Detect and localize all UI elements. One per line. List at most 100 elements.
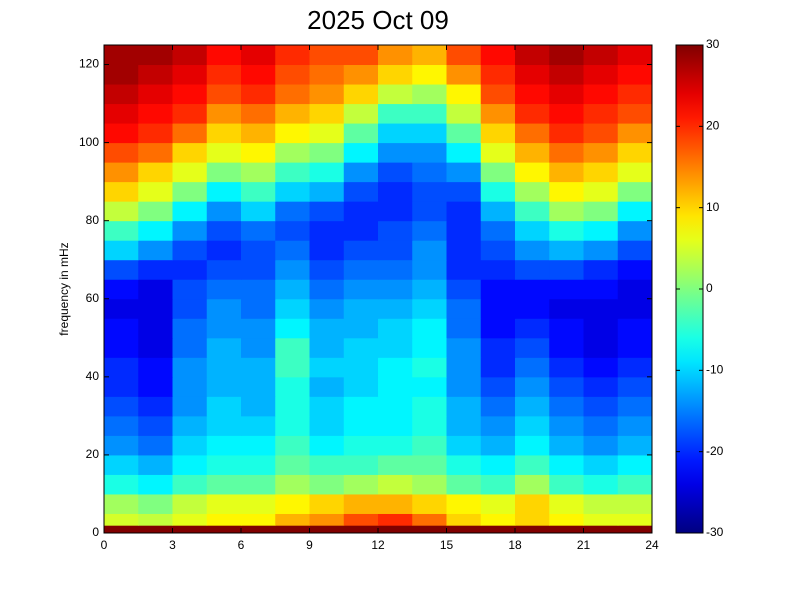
- heatmap-cell: [378, 525, 413, 534]
- heatmap-cell: [378, 415, 413, 436]
- colorbar-tick-label: 0: [706, 281, 713, 295]
- heatmap-cell: [549, 298, 584, 319]
- heatmap-cell: [241, 357, 276, 378]
- heatmap-cell: [412, 279, 447, 300]
- heatmap-cell: [583, 376, 619, 397]
- heatmap-cell: [412, 454, 447, 475]
- heatmap-cell: [343, 357, 379, 378]
- heatmap-cell: [138, 474, 173, 495]
- heatmap-cell: [241, 525, 276, 534]
- heatmap-cell: [549, 259, 584, 280]
- heatmap-cell: [480, 493, 516, 514]
- heatmap-cell: [104, 454, 139, 475]
- heatmap-cell: [480, 240, 516, 261]
- heatmap-cell: [104, 64, 139, 85]
- heatmap-cell: [617, 337, 653, 358]
- heatmap-cell: [515, 45, 550, 66]
- heatmap-cell: [515, 240, 550, 261]
- heatmap-cell: [480, 474, 516, 495]
- heatmap-cell: [549, 279, 584, 300]
- heatmap-cell: [309, 318, 345, 339]
- y-axis-label: frequency in mHz: [57, 242, 71, 335]
- heatmap-cell: [138, 64, 173, 85]
- heatmap-cell: [343, 474, 379, 495]
- heatmap-cell: [412, 259, 447, 280]
- heatmap-cell: [446, 240, 482, 261]
- heatmap-cell: [617, 415, 653, 436]
- heatmap-cell: [275, 220, 310, 241]
- heatmap-cell: [275, 103, 310, 124]
- heatmap-cell: [617, 259, 653, 280]
- x-tick-label: 18: [508, 538, 522, 552]
- heatmap-cell: [617, 298, 653, 319]
- heatmap-cell: [138, 181, 173, 202]
- heatmap-cell: [309, 45, 345, 66]
- heatmap-cell: [309, 435, 345, 456]
- heatmap-cell: [343, 240, 379, 261]
- heatmap-cell: [343, 337, 379, 358]
- heatmap-cell: [343, 162, 379, 183]
- heatmap-cell: [583, 396, 619, 417]
- heatmap-cell: [275, 45, 310, 66]
- heatmap-cell: [206, 201, 242, 222]
- colorbar-tick-label: 10: [706, 200, 720, 214]
- heatmap-cell: [309, 259, 345, 280]
- heatmap-cell: [583, 525, 619, 534]
- heatmap-cell: [343, 513, 379, 526]
- heatmap-cell: [241, 454, 276, 475]
- heatmap-cell: [172, 376, 208, 397]
- heatmap-cell: [206, 142, 242, 163]
- heatmap-cell: [343, 454, 379, 475]
- heatmap-cell: [412, 435, 447, 456]
- heatmap-cell: [480, 279, 516, 300]
- heatmap-cell: [104, 103, 139, 124]
- heatmap-cell: [549, 435, 584, 456]
- heatmap-cell: [309, 84, 345, 105]
- heatmap-cell: [343, 279, 379, 300]
- heatmap-cell: [617, 201, 653, 222]
- heatmap-cell: [241, 123, 276, 144]
- heatmap-cell: [617, 123, 653, 144]
- heatmap-cell: [480, 103, 516, 124]
- heatmap-cell: [515, 376, 550, 397]
- heatmap-cell: [206, 64, 242, 85]
- heatmap-cell: [241, 513, 276, 526]
- heatmap-cell: [275, 142, 310, 163]
- heatmap-cell: [138, 454, 173, 475]
- heatmap-cell: [206, 45, 242, 66]
- heatmap-cell: [241, 279, 276, 300]
- heatmap-cell: [241, 162, 276, 183]
- heatmap-cell: [583, 181, 619, 202]
- heatmap-cell: [275, 259, 310, 280]
- heatmap-cell: [549, 376, 584, 397]
- heatmap-cell: [172, 259, 208, 280]
- heatmap-cell: [309, 142, 345, 163]
- heatmap-cell: [309, 525, 345, 534]
- x-tick-label: 15: [440, 538, 454, 552]
- heatmap-cell: [446, 415, 482, 436]
- heatmap-cell: [138, 396, 173, 417]
- heatmap-cell: [138, 201, 173, 222]
- colorbar-tick-label: 20: [706, 119, 720, 133]
- heatmap-cell: [309, 415, 345, 436]
- heatmap-cell: [480, 84, 516, 105]
- heatmap-cell: [515, 525, 550, 534]
- heatmap-cell: [172, 279, 208, 300]
- heatmap-cell: [446, 474, 482, 495]
- heatmap-cell: [583, 84, 619, 105]
- heatmap-cell: [446, 525, 482, 534]
- heatmap-cell: [138, 298, 173, 319]
- heatmap-cell: [446, 279, 482, 300]
- heatmap-cell: [412, 181, 447, 202]
- heatmap-cell: [480, 298, 516, 319]
- heatmap-cell: [241, 45, 276, 66]
- heatmap-cell: [241, 201, 276, 222]
- heatmap-cell: [172, 201, 208, 222]
- heatmap-cell: [480, 396, 516, 417]
- heatmap-cell: [309, 201, 345, 222]
- heatmap-cell: [412, 240, 447, 261]
- heatmap-cell: [138, 220, 173, 241]
- heatmap-cell: [138, 337, 173, 358]
- heatmap-cell: [275, 376, 310, 397]
- heatmap-cell: [206, 525, 242, 534]
